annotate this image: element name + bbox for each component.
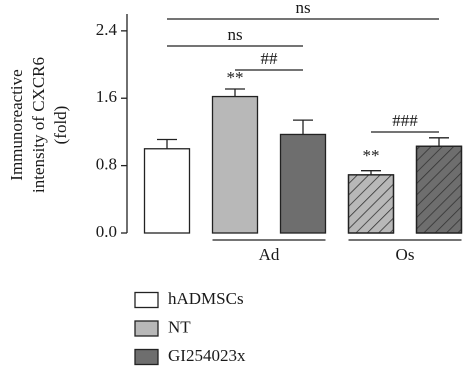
significance-star: ** [227,68,244,87]
legend-swatch [134,291,159,309]
y-tick-label: 0.8 [96,155,117,174]
y-axis-label: Immunoreactive intensity of CXCR6 (fold) [7,57,70,193]
error-bar [429,137,449,147]
bar-hatch [347,174,395,234]
y-tick-label: 1.6 [96,87,117,106]
bar [143,148,191,234]
y-axis-label-line: Immunoreactive [7,69,26,180]
error-bar [225,88,245,97]
legend-swatch [134,320,159,337]
x-tick-label: Ad [259,245,280,264]
bracket-label: ## [261,49,279,68]
x-tick-label: Os [396,245,415,264]
bracket-label: ### [392,111,418,130]
legend-label: NT [168,317,191,336]
bracket-label: ns [295,0,310,17]
bar-hatch [415,145,463,234]
significance-star: ** [363,146,380,165]
y-tick-label: 2.4 [96,20,118,39]
y-tick-label: 0.0 [96,222,117,241]
bar [211,95,259,234]
bracket-label: ns [227,25,242,44]
error-bar [293,119,313,135]
legend-swatch [134,348,159,366]
error-bar [157,138,177,149]
legend-label: hADMSCs [168,289,244,308]
error-bar [361,170,381,175]
y-axis-label-line: intensity of CXCR6 [29,57,48,193]
y-axis-label-line: (fold) [51,106,70,145]
bar [279,133,327,234]
legend-label: GI254023x [168,346,246,365]
